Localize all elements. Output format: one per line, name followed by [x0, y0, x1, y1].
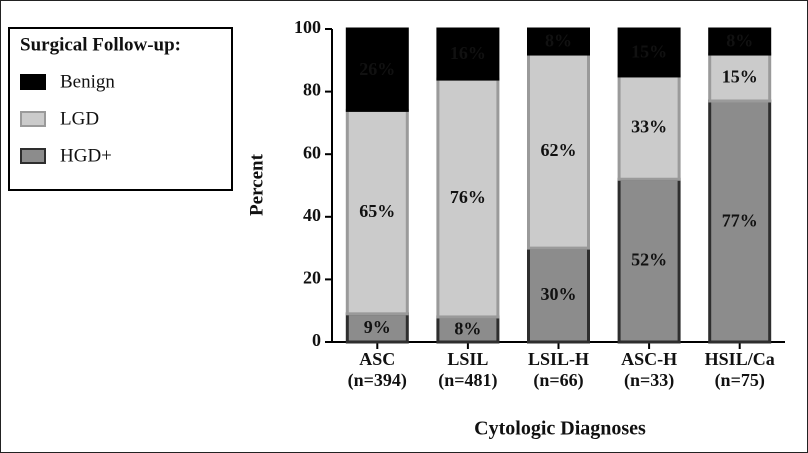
x-tick-label: (n=481)	[438, 370, 497, 391]
x-axis-label: Cytologic Diagnoses	[474, 418, 646, 440]
legend-swatch	[20, 148, 46, 164]
x-tick-label: ASC	[359, 349, 395, 369]
bar-segment	[617, 74, 681, 181]
value-label: 33%	[631, 117, 667, 137]
value-label: 15%	[631, 42, 667, 62]
x-tick-label: (n=75)	[715, 370, 765, 391]
y-tick-label: 20	[303, 268, 321, 288]
legend-label: HGD+	[60, 145, 112, 166]
value-label: 26%	[359, 59, 395, 79]
y-axis-label: Percent	[246, 153, 267, 216]
value-label: 30%	[541, 284, 577, 304]
value-label: 8%	[726, 31, 753, 51]
y-tick-label: 80	[303, 80, 321, 100]
bar-segment	[436, 77, 500, 319]
y-tick-label: 0	[312, 330, 321, 350]
value-label: 8%	[454, 319, 481, 339]
legend-label: LGD	[60, 108, 99, 129]
x-tick-label: (n=394)	[348, 370, 407, 391]
value-label: 15%	[722, 67, 758, 87]
legend-swatch	[20, 111, 46, 127]
bar-segment	[345, 27, 409, 112]
x-tick-label: (n=66)	[533, 370, 583, 391]
legend-title: Surgical Follow-up:	[20, 34, 181, 55]
legend-box	[8, 27, 233, 191]
bar-segment	[527, 27, 590, 56]
bar-segment	[617, 177, 681, 344]
value-label: 62%	[541, 140, 577, 160]
legend-label: Benign	[60, 71, 115, 92]
value-label: 65%	[359, 201, 395, 221]
value-label: 52%	[631, 250, 667, 270]
bar-segment	[436, 27, 500, 81]
y-tick-label: 60	[303, 142, 321, 162]
x-tick-label: HSIL/Ca	[705, 349, 775, 369]
y-tick-label: 40	[303, 205, 321, 225]
bar-segment	[527, 52, 590, 250]
x-tick-label: (n=33)	[624, 370, 674, 391]
legend-swatch	[20, 74, 46, 90]
x-tick-label: ASC-H	[621, 349, 677, 369]
bar-segment	[708, 27, 772, 56]
x-tick-label: LSIL	[447, 349, 488, 369]
bar-segment	[345, 108, 409, 316]
value-label: 77%	[722, 211, 758, 231]
x-tick-label: LSIL-H	[528, 349, 589, 369]
value-label: 8%	[545, 31, 572, 51]
y-tick-label: 100	[294, 17, 321, 37]
bar-segment	[617, 27, 681, 78]
value-label: 9%	[364, 317, 391, 337]
value-label: 16%	[450, 43, 486, 63]
bar-segment	[708, 99, 772, 344]
value-label: 76%	[450, 187, 486, 207]
